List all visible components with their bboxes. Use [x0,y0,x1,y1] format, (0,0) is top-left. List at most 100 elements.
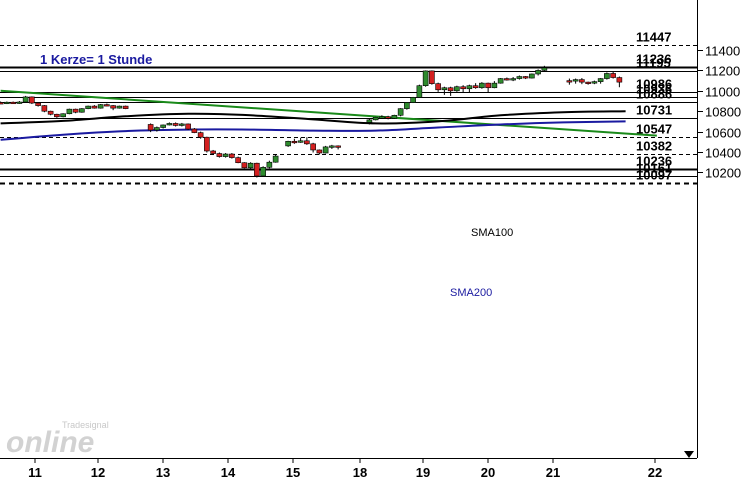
candle [4,101,10,105]
candle-body-down [72,108,79,113]
candle [222,153,229,158]
candle-body-up [322,146,329,154]
date-tick-label: 12 [91,465,105,480]
candle [597,78,604,84]
candle [585,81,591,85]
candle [110,105,116,111]
candle-body-down [229,153,235,158]
candle [247,162,254,169]
candle-body-up [510,78,516,81]
candle [260,166,266,177]
candle-body-down [429,70,435,84]
candle [197,131,204,139]
candle-body-down [41,105,48,112]
candle-body-up [266,161,273,168]
level-label-10986: 10986 [636,77,672,92]
candle [422,70,429,87]
price-tick-label: 10600 [705,126,741,141]
candle [397,108,404,117]
candle [16,101,23,104]
candle-body-down [585,81,591,84]
candle-body-down [204,136,210,152]
candle-body-up [179,123,185,126]
candle [54,113,60,118]
candle [304,137,310,145]
candle [22,95,29,103]
candle [172,122,179,127]
candle-body-down [316,149,323,154]
candle-body-down [110,105,116,109]
candle [485,82,491,93]
candle-body-up [366,119,373,123]
candle-body-down [291,140,298,144]
candle [591,80,598,85]
candle [35,102,41,107]
candle [66,108,73,115]
level-label-11236: 11236 [636,52,671,67]
candle-body-up [85,105,91,109]
moving-average-layer [0,110,626,141]
candle-body-up [329,145,335,148]
candle-body-down [522,76,529,79]
candle-body-down [147,124,154,131]
candle-body-up [22,96,29,103]
candle [335,145,341,150]
level-label-10097: 10097 [636,168,672,183]
candle-body-down [566,80,573,83]
candle-body-up [297,140,304,143]
date-tick-label: 14 [221,465,236,480]
candle-body-up [97,104,104,109]
candle [472,83,479,89]
price-tick-label: 11000 [705,85,740,100]
candle [47,110,54,116]
candle-body-down [235,157,241,164]
level-label-11195: 11195 [636,56,671,71]
candle-body-down [310,143,316,151]
candle [60,113,66,118]
candle [447,86,454,96]
scroll-arrow-icon [684,451,694,458]
candle [29,96,35,105]
candle [147,123,154,133]
candle-body-down [210,150,216,154]
candle [266,160,273,169]
candle-body-down [304,140,310,145]
candle [297,137,304,143]
candle [210,149,216,156]
candle [160,124,166,129]
level-label-10161: 10161 [636,161,672,176]
candle [41,105,48,113]
candle-body-up [260,167,266,177]
candle-body-down [472,85,479,89]
candle [166,122,173,126]
candle-body-up [247,162,254,169]
candle [454,85,460,92]
candle-body-up [79,108,85,113]
candle [466,84,473,93]
candle-body-down [185,123,191,130]
candle-body-down [216,153,223,157]
candle-body-up [410,97,416,103]
candle-body-up [497,78,504,84]
price-tick-label: 10200 [705,166,741,181]
candle [329,144,335,149]
candle [191,128,198,134]
candle [85,105,91,110]
candle-body-up [397,108,404,116]
candle [566,78,573,85]
candle [504,77,510,81]
candle-body-up [154,127,160,131]
level-label-10236: 10236 [636,154,672,169]
candle-body-up [597,78,604,82]
candle-body-down [172,123,179,126]
trendline-layer [0,89,657,137]
candle [441,86,448,95]
candle [491,81,498,89]
candle [235,156,241,164]
date-tick-label: 19 [416,465,430,480]
candle [310,142,316,153]
candle [204,136,210,153]
candle-body-down [10,101,16,105]
candle-body-up [529,73,535,79]
candle [0,101,4,105]
